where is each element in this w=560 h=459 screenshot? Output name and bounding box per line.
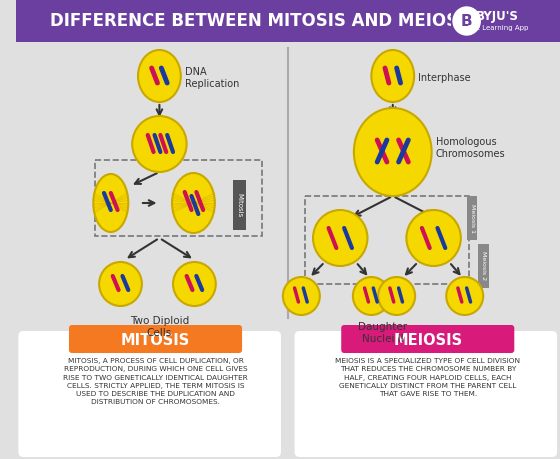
FancyBboxPatch shape (466, 196, 477, 240)
Text: Homologous
Chromosomes: Homologous Chromosomes (436, 137, 505, 159)
Ellipse shape (371, 50, 414, 102)
Ellipse shape (353, 277, 390, 315)
Text: Mitosis: Mitosis (237, 193, 242, 217)
Ellipse shape (313, 210, 367, 266)
Ellipse shape (354, 108, 432, 196)
Ellipse shape (407, 210, 461, 266)
Ellipse shape (172, 173, 215, 233)
Ellipse shape (378, 277, 415, 315)
Text: MITOSIS, A PROCESS OF CELL DUPLICATION, OR
REPRODUCTION, DURING WHICH ONE CELL G: MITOSIS, A PROCESS OF CELL DUPLICATION, … (63, 358, 248, 405)
Ellipse shape (99, 262, 142, 306)
Text: Daughter
Nuclei II: Daughter Nuclei II (358, 322, 408, 344)
Text: Meiosis 1: Meiosis 1 (469, 203, 474, 233)
Text: MITOSIS: MITOSIS (121, 332, 190, 347)
Ellipse shape (138, 50, 181, 102)
Text: Interphase: Interphase (418, 73, 470, 83)
Ellipse shape (173, 262, 216, 306)
Ellipse shape (446, 277, 483, 315)
Ellipse shape (283, 277, 320, 315)
Ellipse shape (132, 116, 186, 172)
FancyBboxPatch shape (234, 180, 246, 230)
Text: Two Diploid
Cells: Two Diploid Cells (130, 316, 189, 338)
Text: The Learning App: The Learning App (467, 25, 529, 31)
Text: MEIOSIS: MEIOSIS (393, 332, 463, 347)
FancyBboxPatch shape (478, 244, 489, 288)
Ellipse shape (94, 174, 128, 232)
FancyBboxPatch shape (16, 0, 560, 42)
Text: MEIOSIS IS A SPECIALIZED TYPE OF CELL DIVISION
THAT REDUCES THE CHROMOSOME NUMBE: MEIOSIS IS A SPECIALIZED TYPE OF CELL DI… (335, 358, 520, 397)
Text: Meiosis 2: Meiosis 2 (481, 252, 486, 280)
Circle shape (453, 7, 480, 35)
FancyBboxPatch shape (451, 1, 556, 41)
Text: B: B (461, 13, 473, 28)
FancyBboxPatch shape (295, 331, 557, 457)
FancyBboxPatch shape (341, 325, 514, 353)
Text: DNA
Replication: DNA Replication (185, 67, 239, 89)
Text: BYJU'S: BYJU'S (477, 10, 519, 22)
Text: DIFFERENCE BETWEEN MITOSIS AND MEIOSIS: DIFFERENCE BETWEEN MITOSIS AND MEIOSIS (50, 12, 477, 30)
FancyBboxPatch shape (18, 331, 281, 457)
FancyBboxPatch shape (69, 325, 242, 353)
